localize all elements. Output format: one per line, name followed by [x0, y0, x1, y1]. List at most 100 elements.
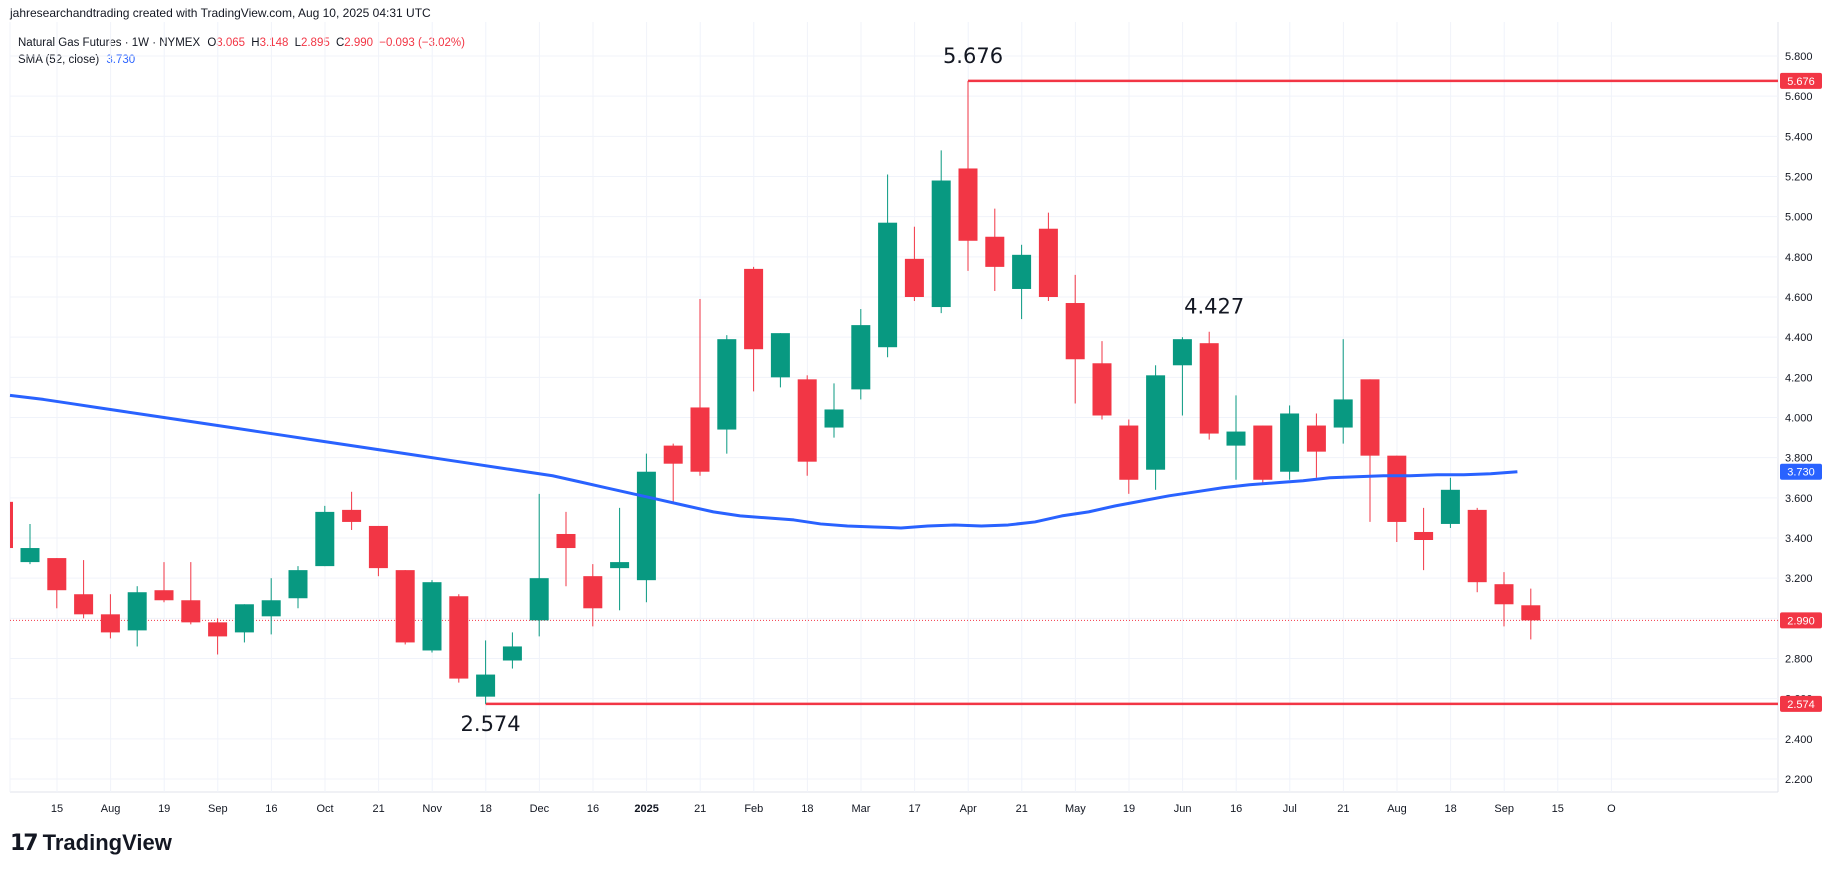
candle-body[interactable] — [1119, 425, 1139, 480]
y-tick-label: 4.200 — [1785, 372, 1813, 384]
x-tick-label: Nov — [422, 803, 442, 815]
x-tick-label: 2025 — [634, 803, 658, 815]
level-price-tag-bg — [1780, 695, 1822, 712]
candle-body[interactable] — [47, 558, 67, 591]
x-tick-label: 21 — [372, 803, 384, 815]
candle-body[interactable] — [583, 576, 603, 609]
x-tick-label: Mar — [852, 803, 871, 815]
tradingview-logo[interactable]: 17 TradingView — [10, 830, 172, 856]
candle-body[interactable] — [1012, 254, 1032, 289]
x-tick-label: 15 — [51, 803, 63, 815]
x-tick-label: 18 — [480, 803, 492, 815]
y-tick-label: 5.000 — [1785, 212, 1813, 224]
candle-body[interactable] — [1172, 339, 1192, 366]
y-tick-label: 5.200 — [1785, 172, 1813, 184]
candle-body[interactable] — [958, 168, 978, 241]
annotation-label: 4.427 — [1184, 295, 1244, 319]
candle-body[interactable] — [1199, 343, 1219, 434]
candle-body[interactable] — [1306, 425, 1326, 452]
candle-body[interactable] — [904, 258, 924, 297]
candle-body[interactable] — [449, 596, 469, 679]
candle-body[interactable] — [234, 604, 254, 633]
candle-body[interactable] — [181, 600, 201, 623]
candle-body[interactable] — [1414, 531, 1434, 541]
candle-body[interactable] — [1440, 489, 1460, 524]
price-tag: 2.990 — [1787, 615, 1815, 627]
candle-body[interactable] — [610, 562, 630, 569]
candle-body[interactable] — [1467, 509, 1487, 583]
candle-body[interactable] — [74, 594, 94, 615]
y-tick-label: 4.800 — [1785, 252, 1813, 264]
candle-body[interactable] — [797, 379, 817, 462]
candle-body[interactable] — [476, 674, 496, 697]
candle-body[interactable] — [824, 409, 844, 428]
candle-body[interactable] — [208, 622, 228, 637]
level-price-tag: 5.676 — [1787, 76, 1815, 88]
level-price-tag-bg — [1780, 72, 1822, 89]
candle-body[interactable] — [342, 509, 362, 522]
candle-body[interactable] — [636, 471, 656, 581]
high-value: 3.148 — [259, 37, 289, 49]
candle-body[interactable] — [395, 570, 415, 643]
sma-label[interactable]: SMA (52, close) — [18, 54, 100, 66]
x-tick-label: 19 — [158, 803, 170, 815]
candle-body[interactable] — [20, 548, 40, 563]
candle-body[interactable] — [1387, 455, 1407, 522]
change-value: −0.093 (−3.02%) — [379, 37, 465, 49]
candle-body[interactable] — [127, 592, 147, 631]
candle-body[interactable] — [931, 180, 951, 308]
candle-body[interactable] — [1333, 399, 1353, 428]
x-tick-label: 16 — [1230, 803, 1242, 815]
candle-body[interactable] — [744, 268, 764, 350]
candle-body[interactable] — [1038, 228, 1058, 297]
candle-body[interactable] — [100, 614, 120, 633]
candle-body[interactable] — [154, 590, 174, 601]
candle-body[interactable] — [1494, 584, 1514, 605]
symbol-label[interactable]: Natural Gas Futures · 1W · NYMEX — [18, 37, 201, 49]
level-price-tag: 2.574 — [1787, 699, 1815, 711]
x-tick-label: 15 — [1552, 803, 1564, 815]
candle-body[interactable] — [985, 236, 1005, 267]
attribution-text: jahresearchandtrading created with Tradi… — [10, 6, 431, 20]
candle-body[interactable] — [770, 333, 790, 378]
close-value: 2.990 — [344, 37, 374, 49]
y-tick-label: 3.400 — [1785, 533, 1813, 545]
annotation-label: 5.676 — [943, 44, 1003, 68]
candle-body[interactable] — [663, 445, 683, 464]
x-tick-label: Dec — [530, 803, 550, 815]
legend-symbol-row: Natural Gas Futures · 1W · NYMEX O3.065 … — [18, 35, 465, 52]
candle-body[interactable] — [529, 578, 549, 621]
y-tick-label: 5.400 — [1785, 131, 1813, 143]
x-tick-label: O — [1607, 803, 1616, 815]
candle-body[interactable] — [368, 525, 388, 569]
candle-body[interactable] — [315, 511, 335, 567]
y-tick-label: 5.800 — [1785, 51, 1813, 63]
sma-line[interactable] — [9, 393, 1518, 530]
candle-body[interactable] — [1360, 379, 1380, 456]
candle-body[interactable] — [1521, 605, 1541, 621]
candle-body[interactable] — [717, 339, 737, 430]
y-tick-label: 4.400 — [1785, 332, 1813, 344]
x-tick-label: Aug — [101, 803, 121, 815]
candle-body[interactable] — [556, 533, 576, 549]
y-tick-label: 4.600 — [1785, 292, 1813, 304]
price-tag-bg — [1780, 463, 1822, 480]
x-tick-label: 17 — [908, 803, 920, 815]
candle-body[interactable] — [261, 600, 281, 617]
candle-body[interactable] — [1065, 303, 1085, 360]
candle-body[interactable] — [1226, 431, 1246, 446]
candle-body[interactable] — [878, 222, 898, 348]
candle-body[interactable] — [288, 570, 308, 599]
y-tick-label: 5.600 — [1785, 91, 1813, 103]
low-key: L — [294, 37, 301, 49]
x-tick-label: 16 — [587, 803, 599, 815]
candle-body[interactable] — [1253, 425, 1273, 480]
candle-body[interactable] — [422, 582, 442, 651]
candle-body[interactable] — [1280, 413, 1300, 472]
candle-body[interactable] — [690, 407, 710, 472]
candle-body[interactable] — [851, 325, 871, 390]
candle-body[interactable] — [1146, 375, 1166, 470]
candle-body[interactable] — [502, 646, 522, 661]
candle-body[interactable] — [1092, 363, 1112, 416]
